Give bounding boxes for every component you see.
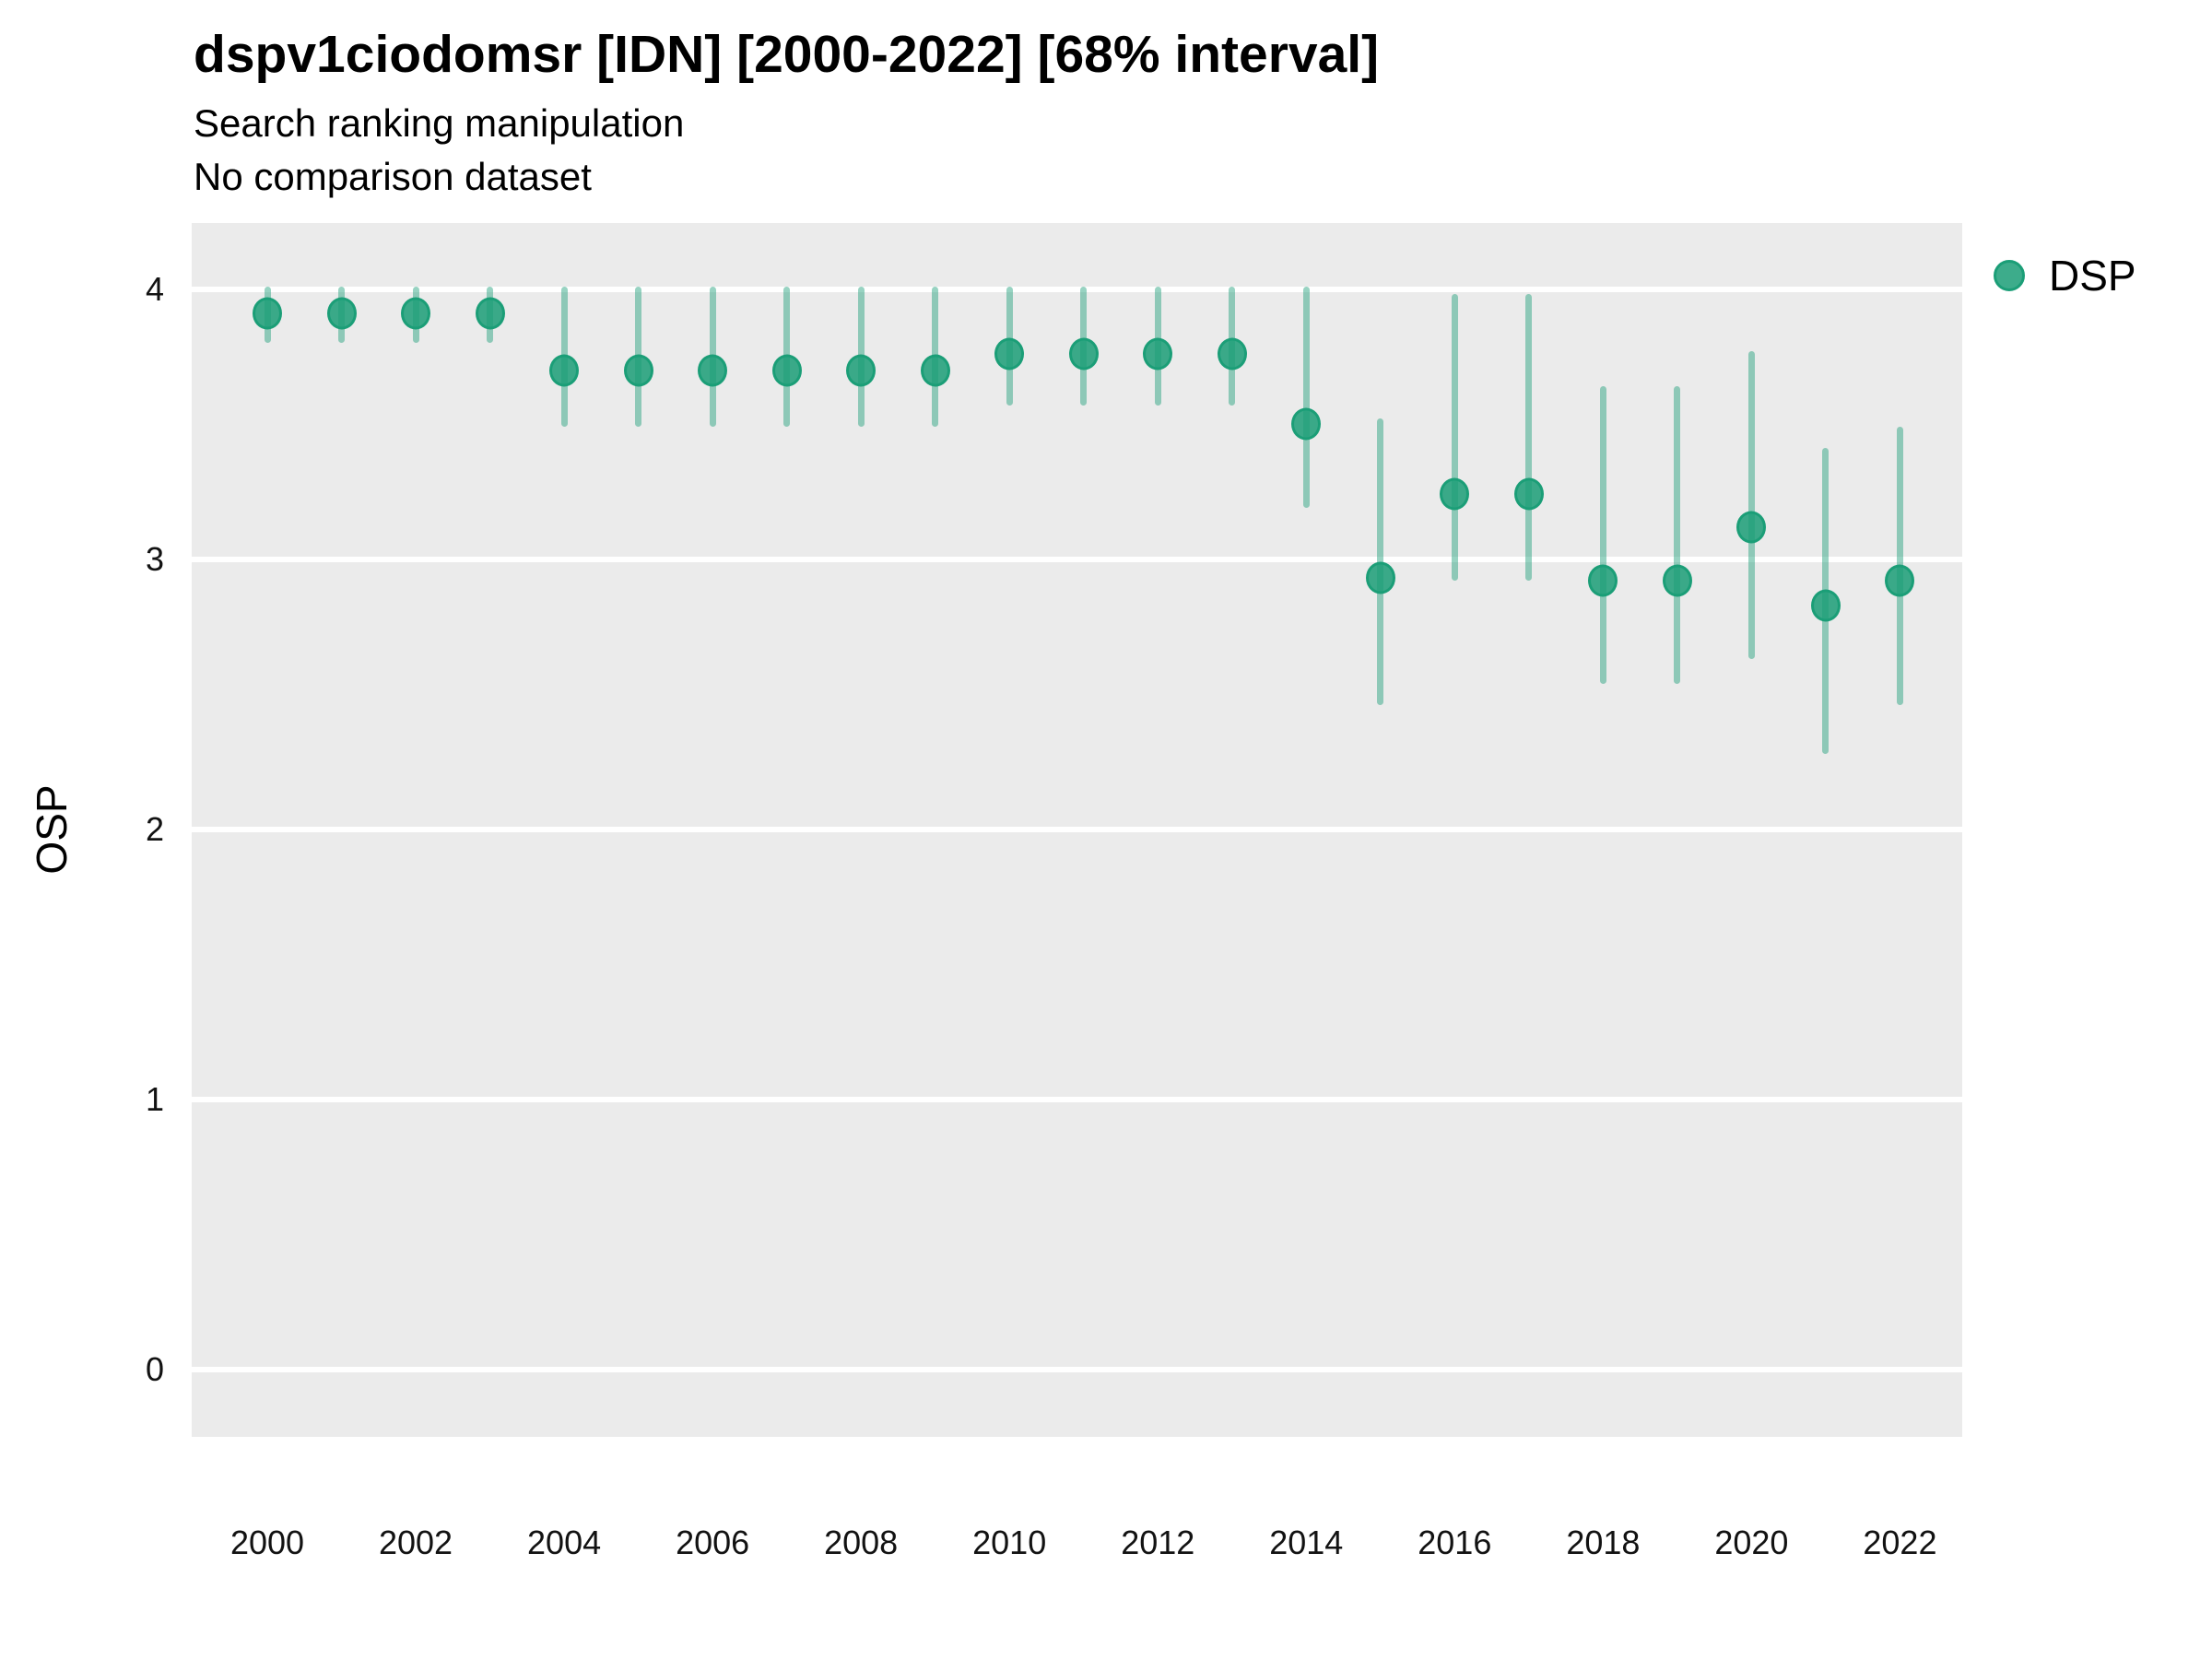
interval-bar-2014 bbox=[1302, 286, 1310, 509]
gridline-y-0 bbox=[192, 1367, 1962, 1372]
x-tick-label-2000: 2000 bbox=[229, 1524, 305, 1561]
data-point-2000 bbox=[253, 297, 282, 330]
legend-point-icon bbox=[1994, 260, 2025, 291]
gridline-y-4 bbox=[192, 286, 1962, 292]
interval-bar-2016 bbox=[1451, 294, 1458, 582]
interval-bar-2015 bbox=[1377, 418, 1384, 706]
data-point-2007 bbox=[771, 354, 802, 387]
y-tick-label-4: 4 bbox=[145, 269, 164, 308]
chart-subtitle: Search ranking manipulation bbox=[194, 101, 685, 145]
data-point-2016 bbox=[1440, 477, 1470, 511]
y-tick-label-1: 1 bbox=[145, 1079, 164, 1118]
data-point-2014 bbox=[1291, 407, 1322, 441]
x-tick-label-2004: 2004 bbox=[527, 1524, 602, 1561]
data-point-2004 bbox=[549, 354, 580, 387]
x-tick-label-2006: 2006 bbox=[676, 1524, 750, 1561]
data-point-2019 bbox=[1662, 564, 1692, 597]
gridline-y-3 bbox=[192, 556, 1962, 562]
legend-label: DSP bbox=[2049, 252, 2136, 300]
x-tick-label-2012: 2012 bbox=[1121, 1524, 1195, 1561]
x-tick-label-2018: 2018 bbox=[1566, 1524, 1641, 1561]
data-point-2020 bbox=[1736, 511, 1767, 544]
interval-bar-2018 bbox=[1599, 386, 1606, 684]
data-point-2011 bbox=[1068, 337, 1099, 371]
y-tick-label-2: 2 bbox=[145, 809, 164, 848]
data-point-2015 bbox=[1365, 561, 1395, 594]
interval-bar-2017 bbox=[1525, 294, 1533, 582]
x-tick-label-2008: 2008 bbox=[824, 1524, 899, 1561]
data-point-2005 bbox=[623, 354, 653, 387]
data-point-2018 bbox=[1588, 564, 1618, 597]
data-point-2022 bbox=[1885, 564, 1915, 597]
gridline-y-1 bbox=[192, 1096, 1962, 1102]
x-tick-label-2020: 2020 bbox=[1714, 1524, 1789, 1561]
data-point-2008 bbox=[846, 354, 877, 387]
interval-bar-2019 bbox=[1674, 386, 1681, 684]
chart-subtitle-note: No comparison dataset bbox=[194, 155, 592, 198]
data-point-2002 bbox=[401, 297, 431, 330]
data-point-2010 bbox=[994, 337, 1025, 371]
x-tick-label-2010: 2010 bbox=[972, 1524, 1047, 1561]
data-point-2003 bbox=[475, 297, 505, 330]
y-tick-label-0: 0 bbox=[145, 1350, 164, 1388]
interval-bar-2020 bbox=[1747, 350, 1755, 660]
data-point-2021 bbox=[1810, 589, 1841, 622]
data-point-2001 bbox=[326, 297, 357, 330]
data-point-2017 bbox=[1513, 477, 1544, 511]
legend: DSP bbox=[1994, 251, 2136, 300]
x-tick-label-2016: 2016 bbox=[1418, 1524, 1492, 1561]
data-point-2006 bbox=[698, 354, 728, 387]
gridline-y-2 bbox=[192, 826, 1962, 832]
x-tick-label-2002: 2002 bbox=[378, 1524, 453, 1561]
data-point-2013 bbox=[1217, 337, 1247, 371]
x-tick-label-2014: 2014 bbox=[1269, 1524, 1344, 1561]
data-point-2012 bbox=[1143, 337, 1173, 371]
data-point-2009 bbox=[920, 354, 950, 387]
plot-panel bbox=[192, 223, 1962, 1437]
page-title: dspv1ciodomsr [IDN] [2000-2022] [68% int… bbox=[194, 25, 1380, 84]
y-tick-label-3: 3 bbox=[145, 539, 164, 578]
x-tick-label-2022: 2022 bbox=[1863, 1524, 1937, 1561]
